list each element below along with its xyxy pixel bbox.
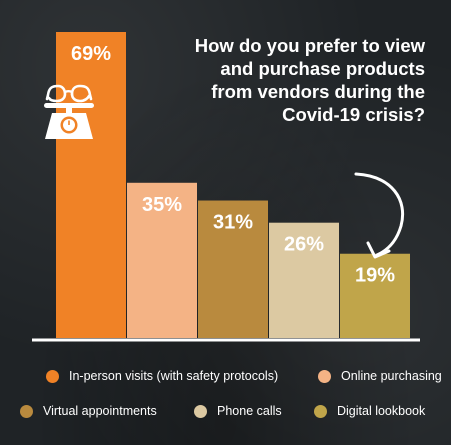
legend-label: Virtual appointments bbox=[43, 404, 157, 418]
legend-swatch bbox=[318, 369, 331, 383]
legend-swatch bbox=[314, 404, 327, 418]
curved-arrow-icon bbox=[354, 172, 404, 259]
legend-label: Phone calls bbox=[217, 404, 282, 418]
legend-swatch bbox=[194, 404, 207, 418]
title-line: and purchase products bbox=[220, 58, 425, 79]
title-line: How do you prefer to view bbox=[194, 35, 425, 56]
legend-item-phone: Phone calls bbox=[194, 404, 282, 418]
legend-item-online: Online purchasing bbox=[318, 369, 442, 383]
legend-label: Digital lookbook bbox=[337, 404, 426, 418]
legend-item-digital: Digital lookbook bbox=[314, 404, 425, 418]
legend-item-virtual: Virtual appointments bbox=[20, 404, 157, 418]
data-label-online: 35% bbox=[142, 194, 182, 216]
legend-swatch bbox=[20, 404, 33, 418]
data-label-virtual: 31% bbox=[213, 212, 253, 234]
title-line: from vendors during the bbox=[211, 81, 425, 102]
legend-item-in-person: In-person visits (with safety protocols) bbox=[46, 369, 278, 383]
data-label-in-person: 69% bbox=[71, 43, 111, 65]
bar-online bbox=[127, 182, 197, 338]
bar-phone bbox=[269, 222, 339, 338]
chart-title: How do you prefer to view and purchase p… bbox=[175, 34, 425, 126]
data-label-phone: 26% bbox=[284, 234, 324, 256]
data-label-digital: 19% bbox=[355, 265, 395, 287]
legend-label: In-person visits (with safety protocols) bbox=[69, 369, 279, 383]
bar-virtual bbox=[198, 200, 268, 338]
legend-label: Online purchasing bbox=[341, 369, 442, 383]
legend-swatch bbox=[46, 369, 59, 383]
title-line: Covid-19 crisis? bbox=[282, 104, 425, 125]
bar-digital bbox=[340, 253, 410, 338]
bar-in-person bbox=[56, 32, 126, 338]
bars-layer: 69% 35% 31% 26% 19% bbox=[56, 32, 410, 338]
eyeglasses-on-scale-icon bbox=[44, 84, 94, 139]
